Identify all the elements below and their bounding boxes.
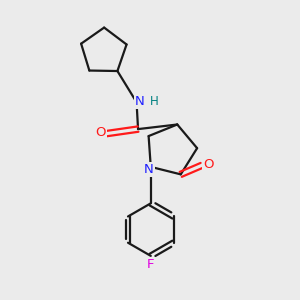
Text: N: N <box>144 163 154 176</box>
Text: O: O <box>203 158 214 171</box>
Text: O: O <box>95 127 106 140</box>
Text: N: N <box>135 94 144 107</box>
Text: F: F <box>147 258 154 271</box>
Text: H: H <box>149 94 158 107</box>
